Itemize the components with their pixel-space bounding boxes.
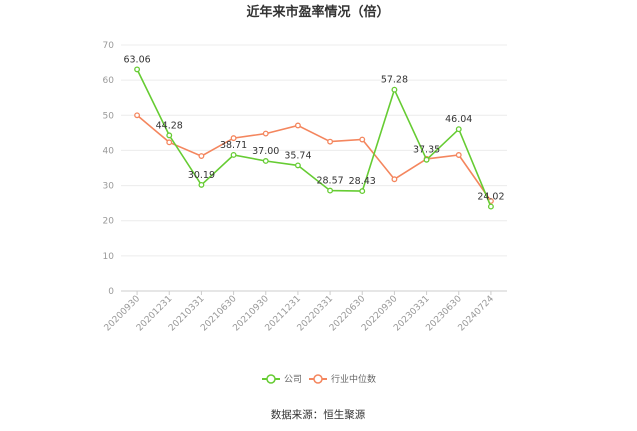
legend: 公司 行业中位数 [262, 373, 376, 385]
data-point [455, 152, 462, 158]
legend-label-company: 公司 [284, 374, 302, 385]
y-tick-label: 30 [103, 182, 115, 192]
legend-marker-company [266, 374, 276, 384]
y-tick-label: 60 [103, 76, 115, 86]
data-point [391, 86, 398, 93]
chart-title: 近年来市盈率情况（倍） [246, 4, 389, 20]
data-point [230, 152, 237, 158]
data-label: 24.02 [477, 192, 504, 203]
legend-marker-industry-median [313, 374, 323, 384]
data-point [134, 112, 141, 119]
data-point [455, 126, 462, 133]
y-tick-label: 70 [103, 41, 115, 51]
data-label: 28.57 [316, 176, 343, 187]
data-point [487, 203, 494, 210]
data-point [327, 187, 334, 194]
source-note: 数据来源：恒生聚源 [271, 408, 366, 421]
y-axis: 0 10 20 30 40 50 60 70 [103, 41, 115, 297]
data-label: 37.35 [413, 145, 440, 156]
data-point [391, 176, 398, 183]
series-layer [134, 66, 494, 210]
data-point [262, 158, 269, 164]
data-label: 30.19 [188, 170, 215, 181]
data-point [294, 162, 301, 169]
data-label: 57.28 [381, 75, 408, 86]
data-label: 63.06 [123, 54, 150, 65]
data-point [198, 181, 205, 188]
series-line-1 [136, 114, 492, 202]
legend-label-industry-median: 行业中位数 [331, 373, 376, 385]
data-label: 35.74 [284, 150, 311, 161]
data-point [327, 138, 334, 145]
data-point [134, 66, 141, 73]
data-label: 28.43 [349, 176, 376, 187]
grid [121, 44, 507, 292]
data-point [359, 188, 366, 195]
y-tick-label: 10 [103, 252, 115, 262]
data-point [166, 132, 173, 139]
data-label: 38.71 [220, 140, 247, 151]
y-tick-label: 20 [103, 217, 115, 227]
data-point [166, 139, 173, 146]
data-label: 44.28 [156, 120, 183, 131]
x-axis: 2020093020201231202103312021063020210930… [103, 291, 496, 334]
data-point [423, 156, 430, 163]
data-point [262, 130, 269, 137]
legend-item-company[interactable]: 公司 [262, 374, 302, 385]
data-point [198, 153, 205, 160]
y-tick-label: 0 [108, 287, 114, 297]
y-tick-label: 40 [103, 146, 115, 156]
data-label: 37.00 [252, 146, 279, 157]
series-line-0 [136, 69, 492, 207]
data-point [359, 136, 366, 143]
data-label: 46.04 [445, 114, 472, 125]
data-point [230, 135, 237, 142]
y-tick-label: 50 [103, 111, 115, 121]
data-labels: 63.06 44.28 30.19 38.71 37.00 35.74 28.57 28.43… [123, 54, 504, 202]
legend-item-industry-median[interactable]: 行业中位数 [309, 373, 376, 385]
data-point [294, 122, 301, 129]
